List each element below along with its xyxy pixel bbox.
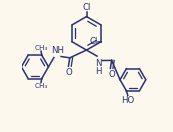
- Text: HO: HO: [121, 96, 135, 105]
- Text: O: O: [66, 68, 72, 77]
- Text: Cl: Cl: [82, 3, 91, 12]
- Text: N
H: N H: [95, 59, 101, 76]
- Text: O: O: [108, 70, 115, 79]
- Text: CH₃: CH₃: [34, 45, 48, 51]
- Text: CH₃: CH₃: [34, 83, 48, 89]
- Text: NH: NH: [51, 46, 64, 55]
- Text: Cl: Cl: [89, 37, 97, 46]
